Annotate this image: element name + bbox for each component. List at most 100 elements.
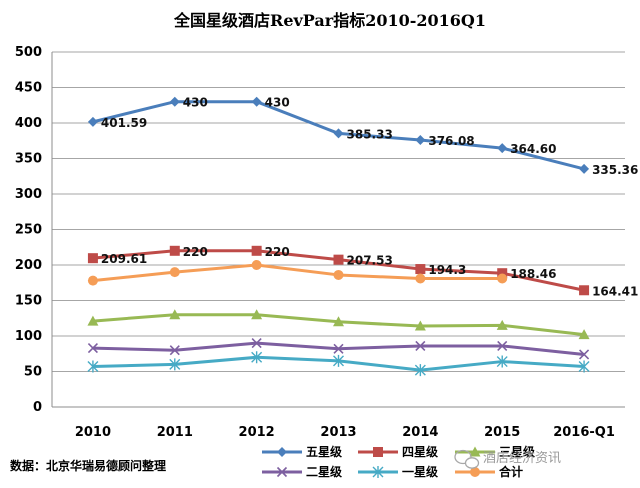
data-point	[169, 96, 180, 107]
data-point	[169, 358, 181, 371]
data-label: 385.33	[347, 127, 393, 141]
y-tick-label: 300	[15, 187, 42, 202]
legend-item: 二星级	[262, 464, 342, 479]
data-point	[277, 447, 287, 457]
data-point	[333, 128, 344, 139]
data-label: 430	[183, 96, 208, 110]
data-point	[169, 309, 181, 320]
data-point	[87, 315, 99, 326]
data-point	[414, 320, 426, 331]
data-point	[87, 116, 98, 127]
x-tick-label: 2013	[320, 425, 356, 440]
y-tick-label: 450	[15, 81, 42, 96]
data-point	[251, 260, 262, 270]
x-tick-label: 2015	[484, 425, 520, 440]
data-point	[251, 309, 263, 320]
data-point	[87, 275, 98, 286]
data-label: 335.36	[592, 163, 638, 177]
data-point	[333, 316, 344, 327]
y-tick-label: 400	[15, 116, 42, 131]
y-tick-label: 350	[15, 152, 42, 167]
data-point	[333, 354, 344, 367]
data-label: 188.46	[510, 267, 556, 281]
data-label: 207.53	[347, 254, 393, 268]
data-source-note: 数据：北京华瑞易德顾问整理	[10, 458, 166, 473]
data-point	[414, 364, 426, 377]
y-tick-label: 500	[15, 45, 42, 60]
x-tick-label: 2010	[75, 425, 111, 440]
data-point	[578, 360, 590, 373]
data-point	[415, 340, 426, 352]
series-line	[92, 263, 503, 283]
legend-label: 五星级	[306, 444, 342, 459]
series-4	[87, 351, 590, 377]
data-label: 220	[265, 245, 290, 259]
data-point	[169, 267, 180, 278]
legend-label: 四星级	[402, 444, 438, 459]
data-label: 220	[183, 245, 208, 259]
data-label: 194.3	[428, 263, 466, 277]
data-point	[87, 343, 98, 354]
data-point	[579, 349, 590, 360]
data-point	[497, 340, 508, 352]
data-point	[333, 269, 344, 280]
data-point	[87, 360, 99, 373]
y-tick-label: 150	[15, 294, 42, 309]
data-point	[276, 466, 288, 478]
legend-label: 三星级	[499, 444, 535, 459]
data-point	[497, 143, 508, 154]
series-2	[87, 309, 590, 340]
series-1: 209.61 220 220 207.53 194.3 188.46 164.41	[87, 245, 638, 298]
y-tick-label: 100	[15, 329, 42, 344]
legend-label: 二星级	[306, 464, 342, 479]
legend-item: 一星级	[358, 464, 438, 479]
data-point	[496, 319, 508, 330]
data-point	[415, 273, 426, 284]
data-point	[373, 447, 383, 457]
data-point	[470, 467, 480, 477]
data-point	[579, 285, 590, 296]
legend-item: 四星级	[358, 444, 438, 459]
legend-label: 一星级	[402, 464, 438, 479]
series-3	[87, 338, 590, 360]
legend-item: 三星级	[455, 444, 535, 459]
chart-title: 全国星级酒店RevPar指标2010-2016Q1	[173, 11, 486, 30]
data-point	[496, 355, 508, 368]
data-point	[251, 96, 262, 107]
data-label: 164.41	[592, 284, 638, 298]
y-tick-label: 200	[15, 258, 42, 273]
data-point	[415, 134, 426, 145]
legend-item: 合计	[455, 464, 523, 479]
x-tick-label: 2011	[157, 425, 193, 440]
data-point	[415, 264, 426, 275]
grid-lines	[52, 51, 625, 372]
data-point	[372, 466, 384, 478]
data-point	[333, 254, 344, 265]
data-label: 364.60	[510, 142, 556, 156]
legend-item: 五星级	[262, 444, 342, 459]
series-0: 401.59 430 430 385.33 376.08 364.60 335.36	[87, 96, 638, 177]
legend-label: 合计	[499, 464, 523, 479]
data-point	[333, 343, 344, 354]
data-point	[251, 338, 262, 349]
y-tick-label: 250	[15, 223, 42, 238]
data-point	[497, 273, 508, 284]
x-axis: 2010 2011 2012 2013 2014 2015 2016-Q1	[52, 406, 625, 440]
data-point	[169, 245, 180, 256]
data-point	[251, 245, 262, 256]
data-point	[469, 446, 481, 457]
data-label: 430	[265, 96, 290, 110]
series-lines: 401.59 430 430 385.33 376.08 364.60 335.36 209.…	[87, 96, 638, 377]
data-label: 401.59	[101, 116, 147, 130]
data-point	[497, 268, 508, 279]
x-tick-label: 2014	[402, 425, 438, 440]
data-point	[578, 329, 590, 340]
data-point	[579, 163, 590, 174]
data-point	[251, 351, 263, 364]
data-label: 209.61	[101, 252, 147, 266]
data-point	[87, 253, 98, 264]
y-axis: 0 50 100 150 200 250 300 350 400 450 500	[15, 45, 53, 415]
wechat-icon	[454, 449, 480, 469]
